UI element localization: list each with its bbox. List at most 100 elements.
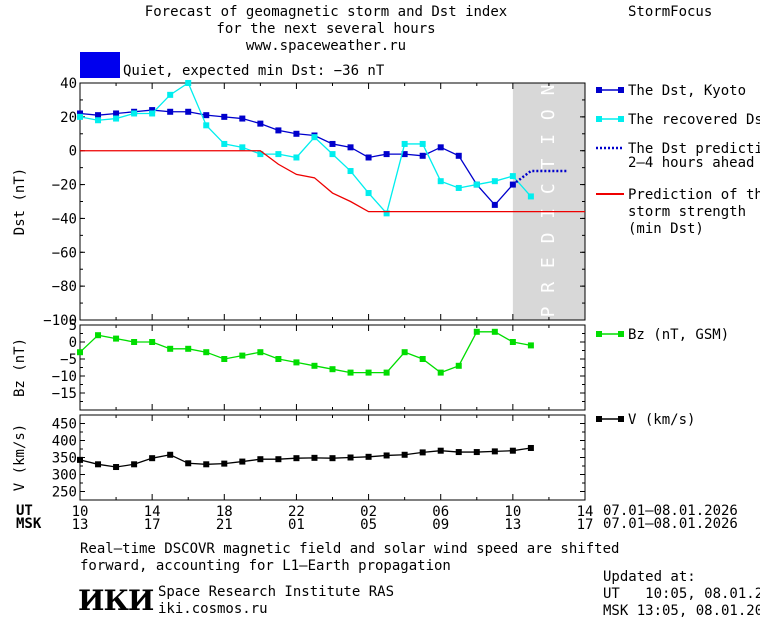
x-tick-label-msk: 17	[144, 517, 161, 533]
x-tick-label-msk: 13	[504, 517, 521, 533]
prediction-band-letter: E	[538, 257, 559, 268]
legend-bz: Bz (nT, GSM)	[628, 327, 730, 343]
data-point-dst-0	[293, 130, 300, 137]
x-tick-label-ut: 10	[504, 504, 521, 520]
y-tick-label-dst: 20	[60, 110, 77, 126]
x-tick-label-msk: 17	[577, 517, 594, 533]
data-point-dst-1	[293, 154, 300, 161]
data-point-v-0	[113, 464, 120, 471]
y-tick-label-bz: −5	[60, 352, 77, 368]
prediction-band-letter: D	[538, 233, 559, 244]
x-tick-label-ut: 14	[144, 504, 161, 520]
data-point-dst-1	[311, 134, 318, 141]
institute-site-link[interactable]: iki.cosmos.ru	[158, 601, 268, 617]
y-tick-label-dst: −100	[43, 313, 77, 329]
data-point-dst-1	[455, 184, 462, 191]
prediction-band-letter: O	[538, 109, 559, 120]
legend-dst-prediction-2: 2–4 hours ahead	[628, 155, 755, 171]
y-tick-label-dst: 40	[60, 76, 77, 92]
legend-v: V (km/s)	[628, 412, 696, 428]
data-point-dst-1	[383, 210, 390, 217]
data-point-bz-0	[473, 328, 480, 335]
y-tick-label-bz: −15	[52, 386, 77, 402]
data-point-bz-0	[113, 335, 120, 342]
y-tick-label-v: 400	[52, 434, 77, 450]
series-line-dst-1	[79, 82, 532, 215]
x-axis-msk-date-range: 07.01–08.01.2026	[603, 516, 738, 532]
data-point-dst-1	[131, 110, 138, 117]
data-point-dst-1	[347, 168, 354, 175]
updated-label: Updated at:	[603, 569, 696, 585]
data-point-dst-1	[113, 115, 120, 122]
data-point-bz-0	[509, 339, 516, 345]
data-point-v-0	[473, 449, 480, 456]
prediction-band-letter: I	[538, 208, 559, 219]
data-point-dst-0	[275, 127, 282, 134]
data-point-dst-1	[203, 122, 210, 129]
data-point-dst-0	[113, 110, 120, 117]
x-tick-label-ut: 14	[577, 504, 594, 520]
y-tick-label-dst: −80	[52, 279, 77, 295]
legend-dst-kyoto: The Dst, Kyoto	[628, 83, 747, 99]
institute-name: Space Research Institute RAS	[158, 584, 395, 600]
data-point-dst-0	[167, 108, 174, 115]
data-point-v-0	[491, 448, 498, 455]
chart-title-line-1: Forecast of geomagnetic storm and Dst in…	[144, 4, 508, 20]
updated-ut: UT 10:05, 08.01.2026	[603, 586, 760, 602]
x-tick-label-ut: 10	[72, 504, 89, 520]
x-tick-label-msk: 01	[288, 517, 305, 533]
data-point-dst-1	[275, 151, 282, 158]
data-point-bz-0	[437, 369, 444, 376]
legend-swatch-marker	[596, 87, 602, 93]
data-point-dst-1	[509, 173, 516, 180]
data-point-bz-0	[257, 349, 264, 356]
data-point-v-0	[239, 458, 246, 465]
y-axis-label-v: V (km/s)	[12, 424, 28, 491]
data-point-dst-0	[185, 108, 192, 115]
legend-swatch-marker	[618, 116, 624, 122]
data-point-bz-0	[167, 345, 174, 352]
data-point-bz-0	[221, 356, 228, 362]
data-point-bz-0	[401, 349, 408, 356]
chart-title-line-2: for the next several hours	[216, 21, 436, 37]
updated-msk: MSK 13:05, 08.01.2026	[603, 603, 760, 619]
data-point-dst-0	[203, 112, 210, 119]
legend-swatch-marker	[596, 416, 602, 422]
y-tick-label-bz: 0	[69, 335, 77, 351]
y-axis-label-bz: Bz (nT)	[12, 338, 28, 397]
legend-swatch-marker	[618, 87, 624, 93]
data-point-v-0	[311, 454, 318, 461]
data-point-v-0	[131, 461, 138, 468]
iki-logo: ИКИ	[78, 584, 154, 617]
prediction-band-letter: I	[538, 134, 559, 145]
data-point-v-0	[509, 447, 516, 454]
data-point-v-0	[77, 456, 83, 463]
legend-dst-recovered: The recovered Dst	[628, 112, 760, 128]
data-point-v-0	[203, 461, 210, 468]
legend-swatch-marker	[618, 331, 624, 337]
data-point-bz-0	[365, 369, 372, 376]
x-tick-label-msk: 13	[72, 517, 89, 533]
data-point-bz-0	[491, 328, 498, 335]
data-point-v-0	[329, 455, 336, 462]
series-line-dst-2	[512, 169, 567, 186]
y-tick-label-dst: −60	[52, 245, 77, 261]
data-point-dst-1	[419, 140, 426, 147]
data-point-bz-0	[311, 362, 318, 369]
data-point-dst-1	[527, 193, 534, 200]
x-tick-label-msk: 05	[360, 517, 377, 533]
data-point-v-0	[401, 451, 408, 458]
footer-note-line-2: forward, accounting for L1–Earth propaga…	[80, 558, 451, 574]
data-point-dst-1	[437, 178, 444, 185]
data-point-dst-1	[149, 110, 156, 117]
legend-swatch-marker	[618, 416, 624, 422]
data-point-v-0	[257, 456, 264, 463]
x-tick-label-ut: 02	[360, 504, 377, 520]
data-point-dst-1	[329, 151, 336, 158]
status-color-box	[80, 52, 120, 78]
website-link[interactable]: www.spaceweather.ru	[245, 38, 407, 54]
series-line-dst-3	[80, 150, 585, 213]
data-point-dst-1	[95, 117, 102, 124]
data-point-dst-0	[383, 151, 390, 158]
